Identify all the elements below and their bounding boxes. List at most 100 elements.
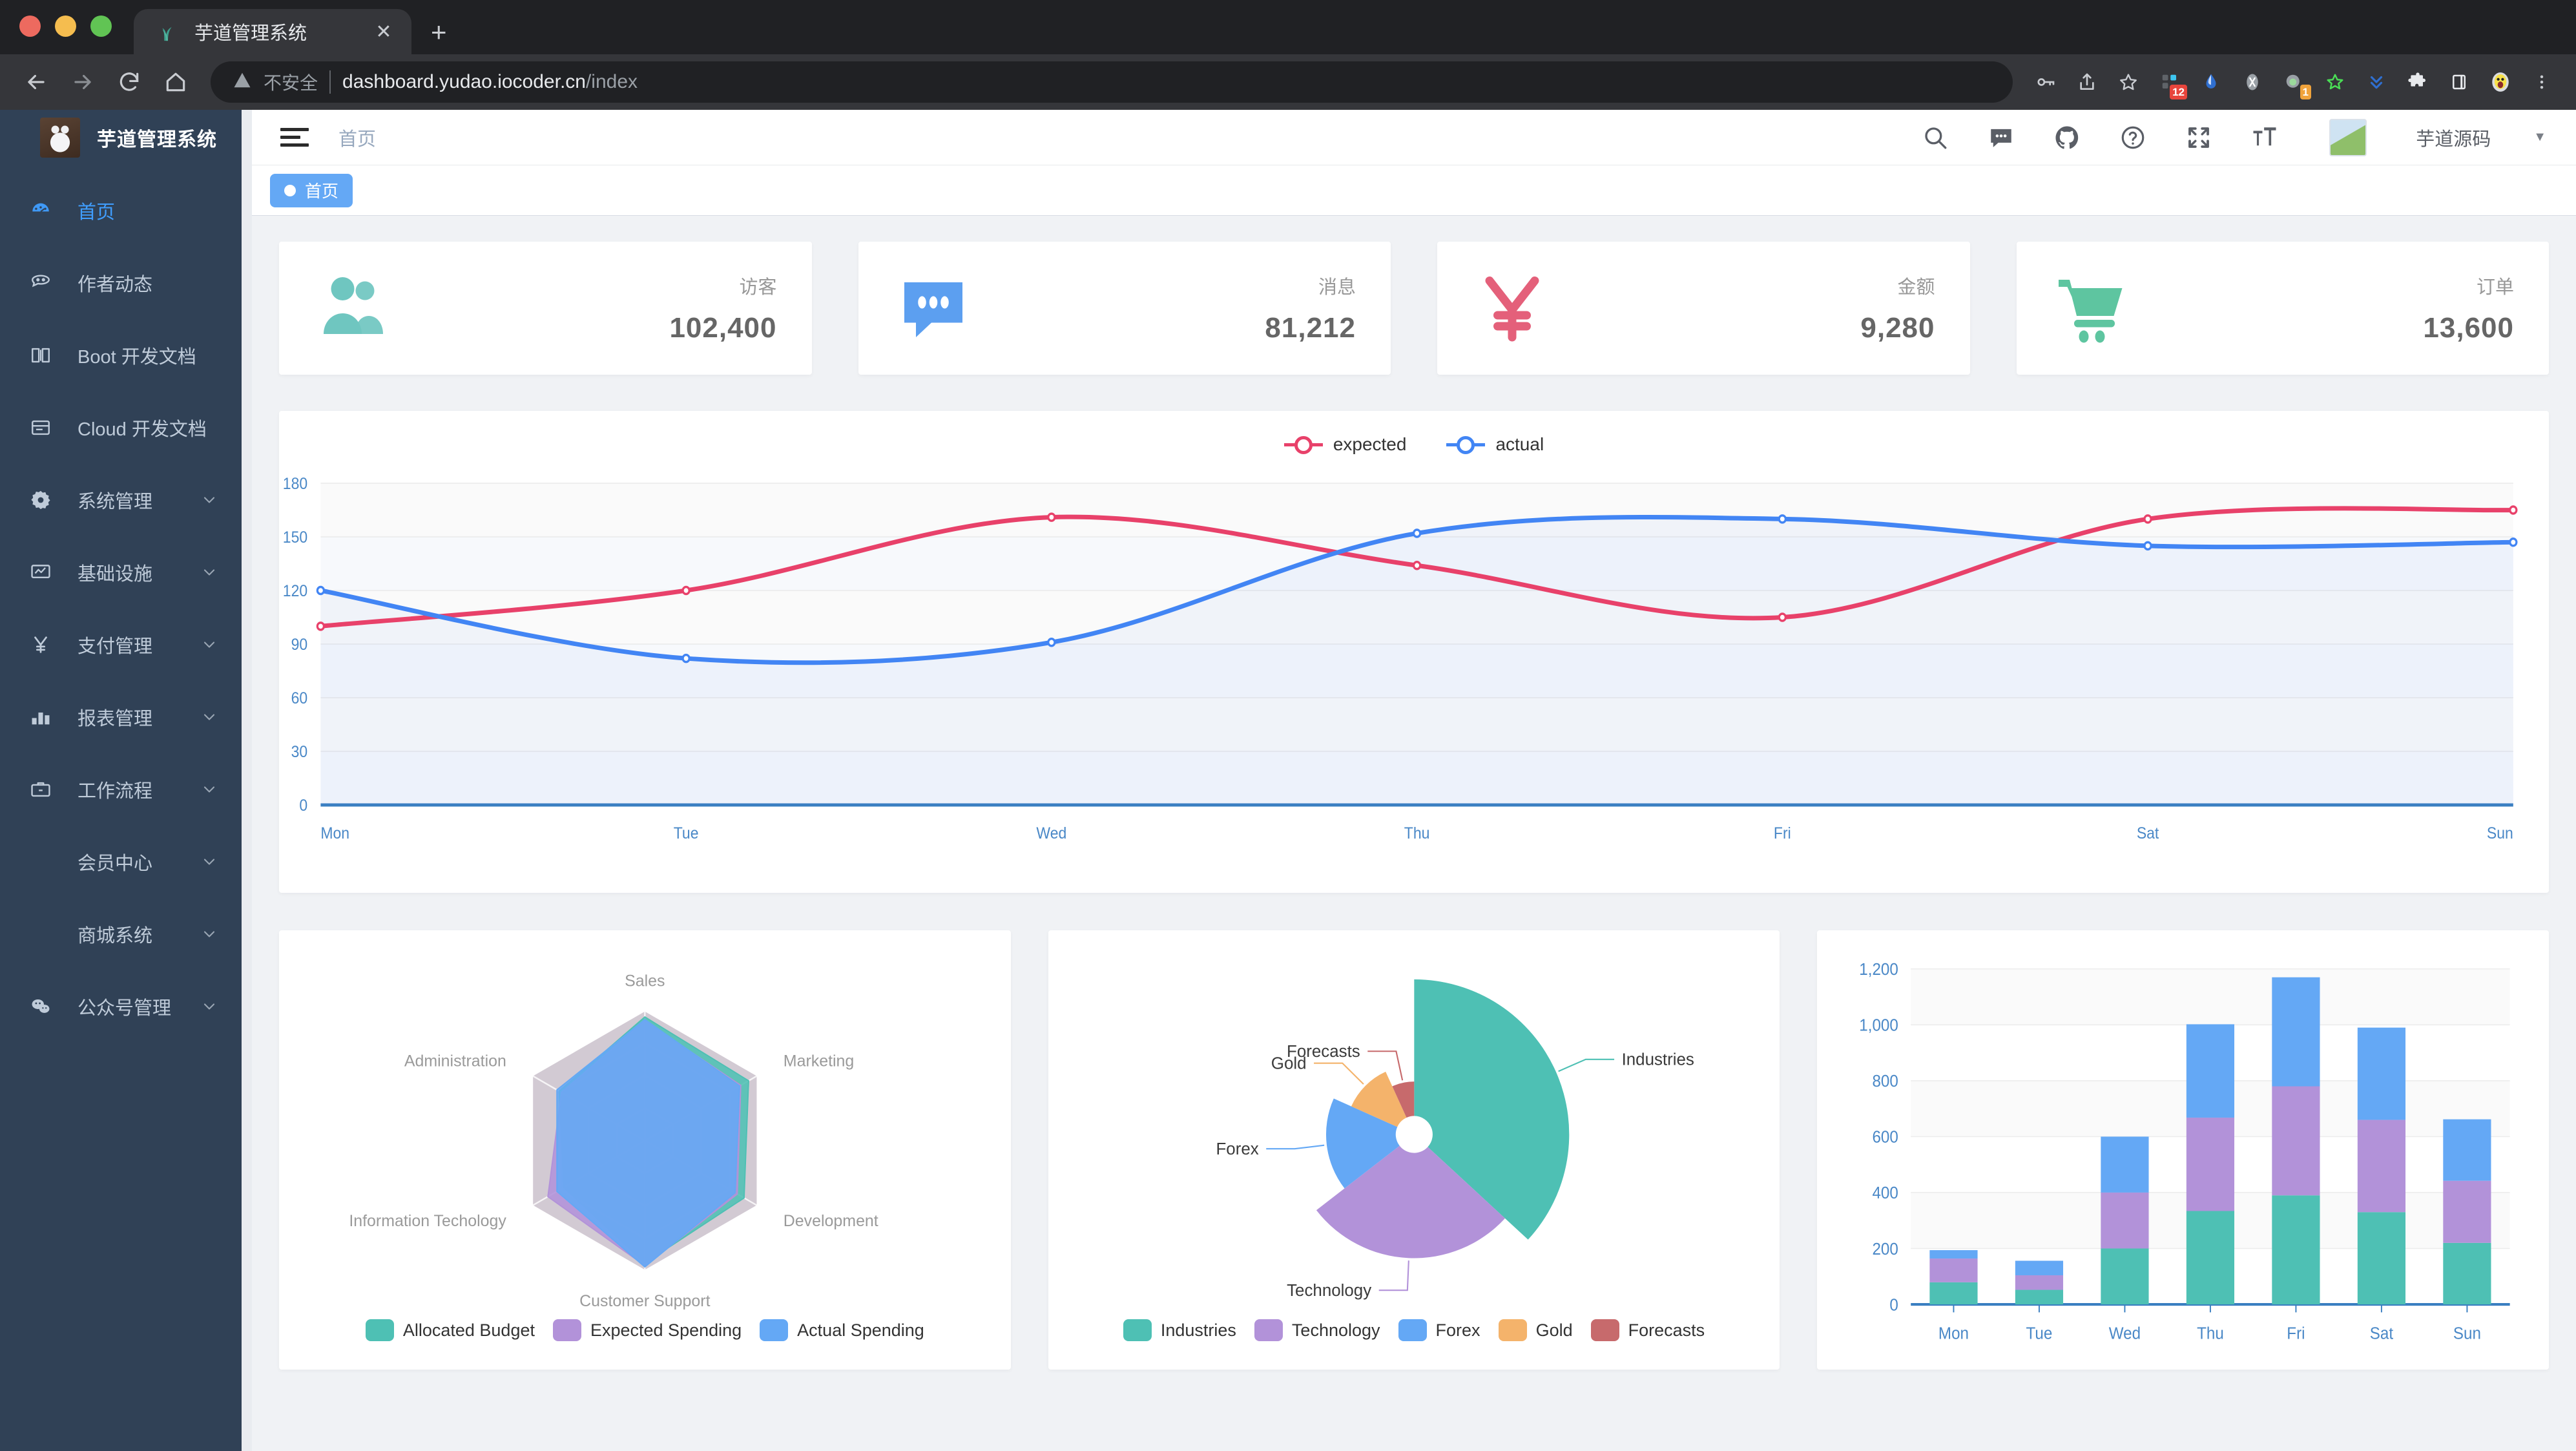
chevron-down-icon[interactable] <box>196 708 222 726</box>
sidebar-item-8[interactable]: 工作流程 <box>0 753 252 826</box>
browser-tabstrip: 芋道管理系统 ✕ + <box>0 0 2576 54</box>
back-icon[interactable] <box>16 61 57 103</box>
share-icon[interactable] <box>2068 63 2106 101</box>
sidebar-item-10[interactable]: 商城系统 <box>0 898 252 970</box>
chevron-down-icon[interactable] <box>196 636 222 654</box>
search-icon[interactable] <box>1918 121 1952 154</box>
stat-card-2[interactable]: 金额 9,280 <box>1437 242 1970 375</box>
stat-card-3[interactable]: 订单 13,600 <box>2016 242 2549 375</box>
legend-item[interactable]: Gold <box>1498 1319 1573 1341</box>
svg-text:800: 800 <box>1873 1072 1898 1091</box>
stat-card-1[interactable]: 消息 81,212 <box>858 242 1391 375</box>
sidebar-item-3[interactable]: Cloud 开发文档 <box>0 391 252 464</box>
yuan-icon <box>30 634 78 656</box>
chevron-down-icon[interactable] <box>196 853 222 871</box>
svg-text:600: 600 <box>1873 1128 1898 1147</box>
sidebar-item-label: 商城系统 <box>78 926 153 946</box>
legend-item-actual[interactable]: actual <box>1446 434 1544 455</box>
svg-text:Thu: Thu <box>2197 1324 2224 1343</box>
legend-item[interactable]: Allocated Budget <box>365 1319 535 1341</box>
svg-text:Sun: Sun <box>2487 824 2513 842</box>
legend-label: actual <box>1495 434 1544 454</box>
sidebar-logo[interactable]: 芋道管理系统 <box>0 110 252 165</box>
circle-extension-icon[interactable]: 1 <box>2275 63 2312 101</box>
monitor-icon <box>30 561 78 583</box>
radar-chart[interactable]: Sales Marketing Development Customer Suppor… <box>279 930 1011 1370</box>
home-icon[interactable] <box>155 61 196 103</box>
github-icon[interactable] <box>2050 121 2084 154</box>
legend-item[interactable]: Technology <box>1254 1319 1380 1341</box>
password-key-icon[interactable] <box>2027 63 2064 101</box>
svg-text:Forex: Forex <box>1216 1140 1258 1158</box>
puzzle-piece-icon[interactable] <box>2399 63 2436 101</box>
chat-icon[interactable] <box>1984 121 2018 154</box>
address-bar[interactable]: 不安全 dashboard.yudao.iocoder.cn/index <box>211 61 2013 103</box>
chevron-down-icon[interactable] <box>196 563 222 581</box>
main-pane: 首页 <box>252 110 2576 1451</box>
sidebar-item-9[interactable]: 会员中心 <box>0 826 252 898</box>
help-icon[interactable] <box>2116 121 2150 154</box>
chevron-down-icon[interactable] <box>196 780 222 799</box>
sidebar-item-label: 公众号管理 <box>78 998 172 1019</box>
rose-pie-chart[interactable]: Industries Technology Forex Gold Forecasts <box>1048 930 1780 1370</box>
sidebar-item-1[interactable]: 作者动态 <box>0 247 252 319</box>
sidebar-item-label: 基础设施 <box>78 564 153 585</box>
browser-tab[interactable]: 芋道管理系统 ✕ <box>134 9 411 54</box>
svg-text:Marketing: Marketing <box>784 1052 855 1070</box>
maximize-window-button[interactable] <box>90 16 112 37</box>
stat-label: 消息 <box>1318 277 1356 298</box>
legend-item-expected[interactable]: expected <box>1283 434 1406 455</box>
scissors-extension-icon[interactable] <box>2234 63 2271 101</box>
legend-item[interactable]: Expected Spending <box>552 1319 742 1341</box>
water-drop-icon[interactable] <box>2192 63 2230 101</box>
sidebar-item-5[interactable]: 基础设施 <box>0 536 252 609</box>
legend-item[interactable]: Industries <box>1123 1319 1236 1341</box>
user-name-label[interactable]: 芋道源码 <box>2416 129 2491 150</box>
browser-menu-icon[interactable] <box>2523 63 2560 101</box>
sidebar-item-0[interactable]: 首页 <box>0 174 252 247</box>
stacked-bar-chart[interactable]: 0 200 400 600 800 1,000 1,200 Mon Tue Wed Thu Fri Sa… <box>1817 930 2549 1370</box>
profile-avatar-icon[interactable] <box>2482 63 2519 101</box>
security-status-label: 不安全 <box>264 73 318 93</box>
fullscreen-icon[interactable] <box>2182 121 2216 154</box>
legend-item[interactable]: Forex <box>1398 1319 1480 1341</box>
svg-text:Mon: Mon <box>1938 1324 1969 1343</box>
bookmark-star-icon[interactable] <box>2110 63 2147 101</box>
sidebar-item-7[interactable]: 报表管理 <box>0 681 252 753</box>
legend-item[interactable]: Forecasts <box>1590 1319 1705 1341</box>
sidebar-item-4[interactable]: 系统管理 <box>0 464 252 536</box>
minimize-window-button[interactable] <box>55 16 76 37</box>
sidebar-scrollbar[interactable] <box>242 110 252 1451</box>
sidepanel-icon[interactable] <box>2440 63 2478 101</box>
chevron-down-icon[interactable] <box>196 925 222 943</box>
stat-card-0[interactable]: 访客 102,400 <box>279 242 812 375</box>
star-outline-extension-icon[interactable] <box>2316 63 2354 101</box>
chevron-down-icon[interactable]: ▼ <box>2533 130 2546 144</box>
double-chevron-down-icon[interactable] <box>2358 63 2395 101</box>
reload-icon[interactable] <box>109 61 150 103</box>
new-tab-button[interactable]: + <box>431 17 447 47</box>
extension-grid-icon[interactable]: 12 <box>2151 63 2188 101</box>
tag-item-home[interactable]: 首页 <box>270 173 353 207</box>
forward-icon[interactable] <box>62 61 103 103</box>
chevron-down-icon[interactable] <box>196 997 222 1016</box>
line-chart[interactable]: 0 30 60 90 120 150 180 Mon Tue Wed Thu Fri Sat Sun <box>279 411 2549 893</box>
sidebar-item-6[interactable]: 支付管理 <box>0 609 252 681</box>
close-tab-button[interactable]: ✕ <box>375 21 392 43</box>
legend-swatch <box>1123 1319 1152 1341</box>
radar-chart-legend: Allocated Budget Expected Spending Actual … <box>279 1319 1011 1341</box>
legend-item[interactable]: Actual Spending <box>760 1319 924 1341</box>
close-window-button[interactable] <box>19 16 41 37</box>
shopping-icon <box>2053 269 2150 347</box>
bottom-charts-row: Sales Marketing Development Customer Suppor… <box>279 930 2550 1370</box>
image-icon[interactable] <box>2329 118 2367 156</box>
chevron-down-icon[interactable] <box>196 491 222 509</box>
sidebar-item-11[interactable]: 公众号管理 <box>0 970 252 1043</box>
svg-text:60: 60 <box>291 689 308 707</box>
font-size-icon[interactable] <box>2248 121 2281 154</box>
svg-text:200: 200 <box>1873 1240 1898 1258</box>
sidebar-toggle-icon[interactable] <box>280 128 309 147</box>
sidebar-item-2[interactable]: Boot 开发文档 <box>0 319 252 391</box>
tag-dot-icon <box>284 184 296 196</box>
navbar-icons: 芋道源码 ▼ <box>1918 118 2546 156</box>
